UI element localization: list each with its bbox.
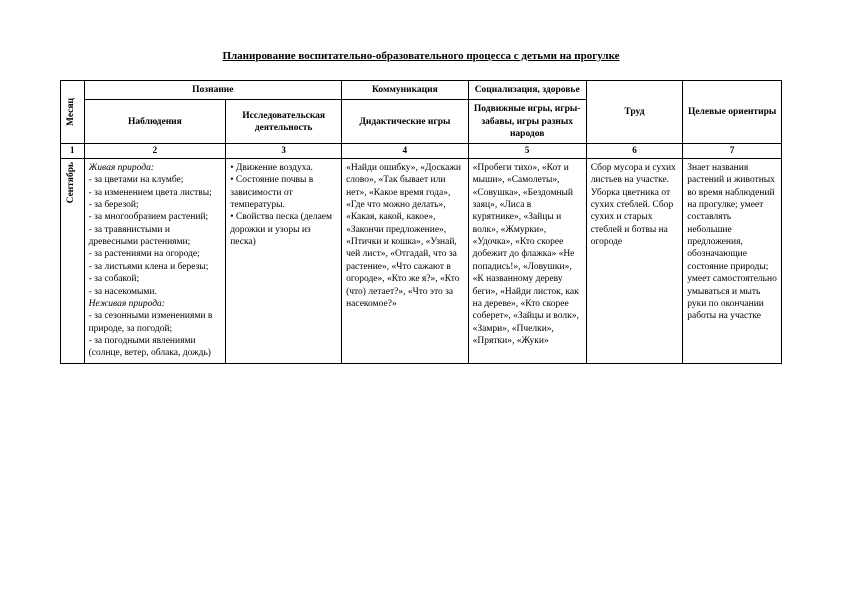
header-row-1: Месяц Познание Коммуникация Социализация… bbox=[61, 81, 782, 100]
colnum-5: 5 bbox=[468, 144, 586, 159]
colnum-6: 6 bbox=[586, 144, 683, 159]
header-nabludenia: Наблюдения bbox=[84, 100, 226, 144]
colnum-7: 7 bbox=[683, 144, 782, 159]
planning-table: Месяц Познание Коммуникация Социализация… bbox=[60, 80, 782, 364]
zhivaya-body: - за цветами на клумбе;- за изменением ц… bbox=[89, 175, 212, 296]
nezhivaya-title: Неживая природа: bbox=[89, 299, 165, 309]
colnum-2: 2 bbox=[84, 144, 226, 159]
header-month: Месяц bbox=[61, 81, 85, 144]
header-kommunikatsia: Коммуникация bbox=[342, 81, 469, 100]
header-poznanie: Познание bbox=[84, 81, 341, 100]
zhivaya-title: Живая природа: bbox=[89, 163, 154, 173]
colnum-3: 3 bbox=[226, 144, 342, 159]
header-trud: Труд bbox=[586, 81, 683, 144]
cell-didakticheskie: «Найди ошибку», «Доскажи слово», «Так бы… bbox=[342, 159, 469, 364]
header-issledovatelskaya: Исследовательская деятельность bbox=[226, 100, 342, 144]
cell-issledovatelskaya: • Движение воздуха.• Состояние почвы в з… bbox=[226, 159, 342, 364]
colnum-1: 1 bbox=[61, 144, 85, 159]
column-number-row: 1 2 3 4 5 6 7 bbox=[61, 144, 782, 159]
page-title: Планирование воспитательно-образовательн… bbox=[60, 50, 782, 62]
colnum-4: 4 bbox=[342, 144, 469, 159]
table-row: Сентябрь Живая природа: - за цветами на … bbox=[61, 159, 782, 364]
cell-orientiry: Знает названия растений и животных во вр… bbox=[683, 159, 782, 364]
header-podvizhnye: Подвижные игры, игры-забавы, игры разных… bbox=[468, 100, 586, 144]
cell-trud: Сбор мусора и сухих листьев на участке. … bbox=[586, 159, 683, 364]
cell-month: Сентябрь bbox=[61, 159, 85, 364]
header-orientiry: Целевые ориентиры bbox=[683, 81, 782, 144]
cell-nabludenia: Живая природа: - за цветами на клумбе;- … bbox=[84, 159, 226, 364]
cell-podvizhnye: «Пробеги тихо», «Кот и мыши», «Самолеты»… bbox=[468, 159, 586, 364]
header-didakticheskie: Дидактические игры bbox=[342, 100, 469, 144]
header-sotsializatsia: Социализация, здоровье bbox=[468, 81, 586, 100]
nezhivaya-body: - за сезонными изменениями в природе, за… bbox=[89, 311, 213, 358]
